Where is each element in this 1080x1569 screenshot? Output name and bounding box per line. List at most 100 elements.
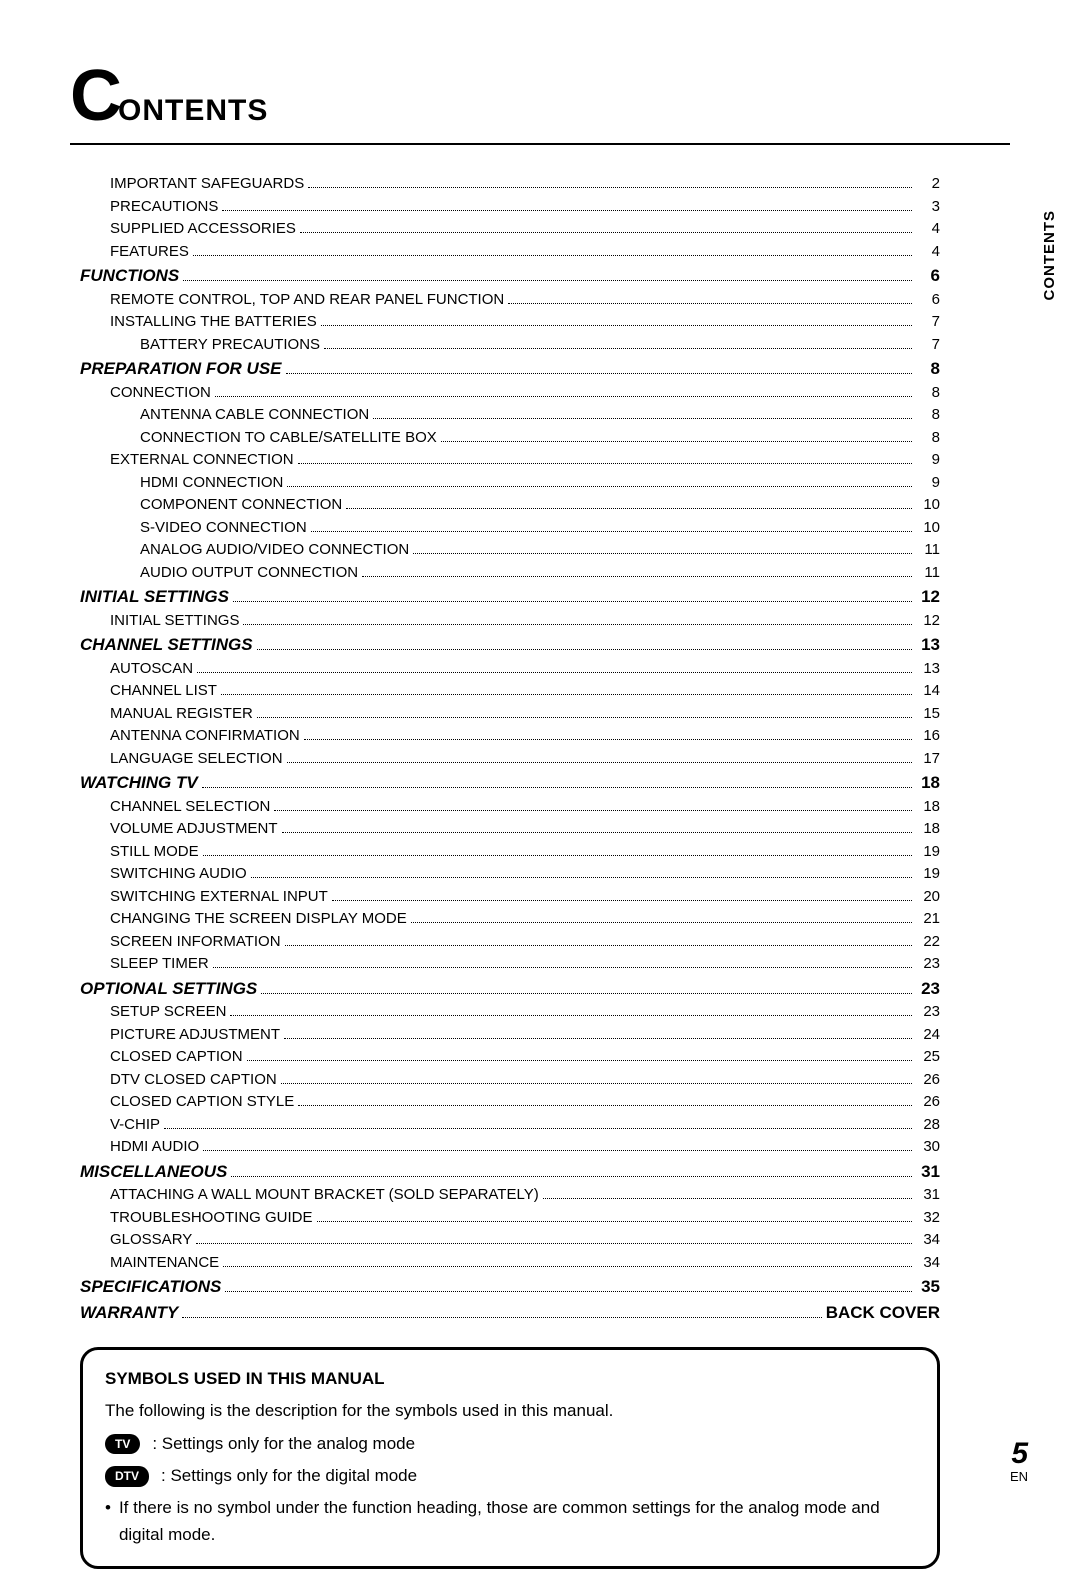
- toc-page: 11: [916, 539, 940, 562]
- toc-label: VOLUME ADJUSTMENT: [110, 818, 278, 841]
- toc-row: V-CHIP28: [80, 1114, 940, 1137]
- title-rest: ONTENTS: [118, 94, 268, 127]
- symbol-row: DTV: Settings only for the digital mode: [105, 1463, 915, 1489]
- toc-leader-dots: [373, 418, 912, 419]
- toc-label: CONNECTION TO CABLE/SATELLITE BOX: [140, 427, 437, 450]
- toc-row: OPTIONAL SETTINGS23: [80, 976, 940, 1002]
- toc-leader-dots: [164, 1128, 912, 1129]
- toc-leader-dots: [308, 187, 912, 188]
- toc-row: GLOSSARY 34: [80, 1229, 940, 1252]
- toc-leader-dots: [304, 739, 912, 740]
- toc-label: GLOSSARY: [110, 1229, 192, 1252]
- toc-row: INITIAL SETTINGS12: [80, 610, 940, 633]
- toc-label: SLEEP TIMER: [110, 953, 209, 976]
- toc-label: CHANNEL SETTINGS: [80, 632, 253, 658]
- toc-row: FUNCTIONS6: [80, 263, 940, 289]
- toc-leader-dots: [317, 1221, 912, 1222]
- toc-page: 31: [916, 1184, 940, 1207]
- toc-leader-dots: [274, 810, 912, 811]
- toc-leader-dots: [508, 303, 912, 304]
- toc-leader-dots: [346, 508, 912, 509]
- toc-row: ANALOG AUDIO/VIDEO CONNECTION 11: [80, 539, 940, 562]
- toc-page: 9: [916, 449, 940, 472]
- symbols-box: SYMBOLS USED IN THIS MANUAL The followin…: [80, 1347, 940, 1569]
- toc-label: INSTALLING THE BATTERIES: [110, 311, 317, 334]
- toc-leader-dots: [324, 348, 912, 349]
- toc-label: SCREEN INFORMATION: [110, 931, 281, 954]
- toc-leader-dots: [543, 1198, 912, 1199]
- toc-row: CLOSED CAPTION STYLE 26: [80, 1091, 940, 1114]
- toc-leader-dots: [298, 1105, 912, 1106]
- toc-label: WATCHING TV: [80, 770, 198, 796]
- toc-label: STILL MODE: [110, 841, 199, 864]
- toc-page: 8: [916, 382, 940, 405]
- toc-row: MAINTENANCE34: [80, 1252, 940, 1275]
- toc-page: 23: [916, 953, 940, 976]
- toc-leader-dots: [287, 762, 912, 763]
- toc-label: SETUP SCREEN: [110, 1001, 226, 1024]
- toc-label: ANTENNA CONFIRMATION: [110, 725, 300, 748]
- toc-row: PICTURE ADJUSTMENT24: [80, 1024, 940, 1047]
- toc-label: SWITCHING AUDIO: [110, 863, 247, 886]
- toc-row: ANTENNA CABLE CONNECTION8: [80, 404, 940, 427]
- toc-leader-dots: [233, 601, 912, 602]
- toc-leader-dots: [182, 1317, 821, 1318]
- toc-page: 6: [916, 289, 940, 312]
- toc-page: 13: [916, 632, 940, 658]
- table-of-contents: IMPORTANT SAFEGUARDS2PRECAUTIONS3SUPPLIE…: [80, 173, 940, 1325]
- toc-page: 26: [916, 1069, 940, 1092]
- toc-page: 10: [916, 494, 940, 517]
- side-tab-contents: CONTENTS: [1041, 210, 1058, 301]
- toc-row: REMOTE CONTROL, TOP AND REAR PANEL FUNCT…: [80, 289, 940, 312]
- toc-page: 18: [916, 770, 940, 796]
- toc-label: ANALOG AUDIO/VIDEO CONNECTION: [140, 539, 409, 562]
- toc-page: 31: [916, 1159, 940, 1185]
- toc-leader-dots: [223, 1266, 912, 1267]
- toc-page: 13: [916, 658, 940, 681]
- toc-row: STILL MODE 19: [80, 841, 940, 864]
- toc-page: 17: [916, 748, 940, 771]
- toc-leader-dots: [183, 280, 912, 281]
- toc-label: HDMI AUDIO: [110, 1136, 199, 1159]
- toc-page: 22: [916, 931, 940, 954]
- toc-label: OPTIONAL SETTINGS: [80, 976, 257, 1002]
- toc-label: SPECIFICATIONS: [80, 1274, 221, 1300]
- toc-leader-dots: [230, 1015, 912, 1016]
- toc-row: PREPARATION FOR USE8: [80, 356, 940, 382]
- toc-row: ANTENNA CONFIRMATION16: [80, 725, 940, 748]
- toc-page: 18: [916, 796, 940, 819]
- toc-label: AUDIO OUTPUT CONNECTION: [140, 562, 358, 585]
- symbols-bullet-row: • If there is no symbol under the functi…: [105, 1495, 915, 1548]
- toc-label: HDMI CONNECTION: [140, 472, 283, 495]
- toc-page: 11: [916, 562, 940, 585]
- toc-page: 19: [916, 841, 940, 864]
- symbol-pill: TV: [105, 1434, 140, 1455]
- toc-label: DTV CLOSED CAPTION: [110, 1069, 277, 1092]
- toc-page: 3: [916, 196, 940, 219]
- toc-label: INITIAL SETTINGS: [110, 610, 239, 633]
- toc-label: SWITCHING EXTERNAL INPUT: [110, 886, 328, 909]
- toc-row: SPECIFICATIONS35: [80, 1274, 940, 1300]
- toc-label: PRECAUTIONS: [110, 196, 218, 219]
- page-title: CONTENTS: [70, 55, 1010, 145]
- toc-leader-dots: [243, 624, 912, 625]
- toc-page: 19: [916, 863, 940, 886]
- toc-row: SCREEN INFORMATION 22: [80, 931, 940, 954]
- toc-label: BATTERY PRECAUTIONS: [140, 334, 320, 357]
- toc-label: REMOTE CONTROL, TOP AND REAR PANEL FUNCT…: [110, 289, 504, 312]
- toc-page: 26: [916, 1091, 940, 1114]
- toc-page: 23: [916, 1001, 940, 1024]
- footer-language: EN: [1010, 1469, 1028, 1484]
- toc-leader-dots: [287, 486, 912, 487]
- toc-row: COMPONENT CONNECTION10: [80, 494, 940, 517]
- toc-page: 28: [916, 1114, 940, 1137]
- toc-row: MANUAL REGISTER15: [80, 703, 940, 726]
- toc-label: MANUAL REGISTER: [110, 703, 253, 726]
- toc-label: CLOSED CAPTION STYLE: [110, 1091, 294, 1114]
- toc-page: 34: [916, 1229, 940, 1252]
- toc-leader-dots: [441, 441, 912, 442]
- toc-page: 8: [916, 356, 940, 382]
- toc-row: TROUBLESHOOTING GUIDE32: [80, 1207, 940, 1230]
- toc-leader-dots: [222, 210, 912, 211]
- toc-page: 6: [916, 263, 940, 289]
